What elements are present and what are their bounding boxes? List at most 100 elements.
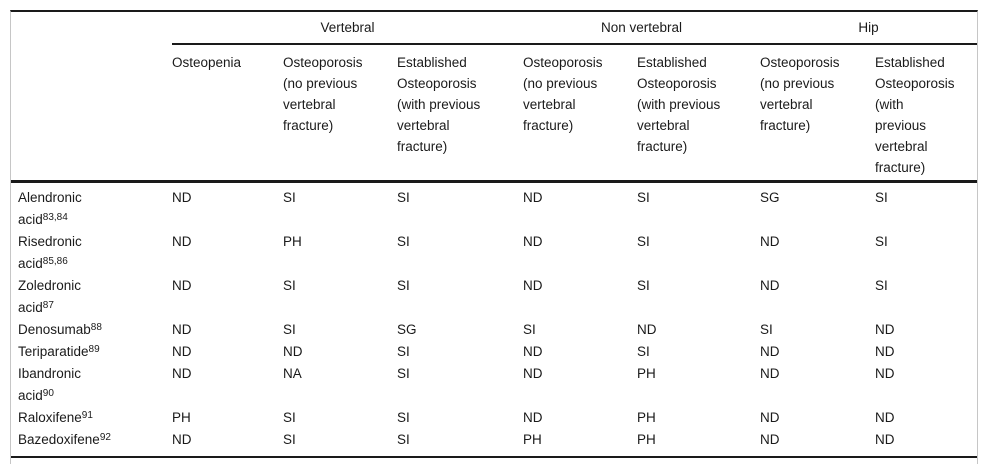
- reference-superscript: 87: [42, 299, 54, 311]
- drug-name-cell: Risedronic acid85,86: [11, 231, 172, 275]
- drug-name-cell: Ibandronic acid90: [11, 363, 172, 407]
- table-body: Alendronic acid83,84 ND SI SI ND SI SG SI Risedr…: [11, 181, 977, 457]
- drug-name-cell: Denosumab88: [11, 319, 172, 341]
- value-cell: SI: [637, 233, 650, 249]
- reference-superscript: 90: [42, 387, 54, 399]
- value-cell: ND: [760, 277, 780, 293]
- reference-superscript: 83,84: [42, 211, 68, 223]
- value-cell: NA: [283, 365, 302, 381]
- column-group-header: Vertebral: [172, 12, 523, 45]
- table-row: Bazedoxifene92 ND SI SI PH PH ND ND: [11, 429, 977, 457]
- treatment-efficacy-table: Vertebral Non vertebral Hip Osteopenia Oste…: [11, 12, 978, 458]
- value-cell: ND: [283, 343, 303, 359]
- value-cell: ND: [875, 365, 895, 381]
- value-cell: SI: [283, 431, 296, 447]
- drug-name: Raloxifene: [18, 409, 82, 425]
- drug-name-cell: Zoledronic acid87: [11, 275, 172, 319]
- value-cell: ND: [523, 277, 543, 293]
- reference-superscript: 89: [88, 343, 100, 355]
- value-cell: SI: [397, 365, 410, 381]
- value-cell: SI: [397, 409, 410, 425]
- value-cell: SI: [637, 277, 650, 293]
- value-cell: SI: [397, 277, 410, 293]
- value-cell: ND: [523, 189, 543, 205]
- drug-name-cell: Bazedoxifene92: [11, 429, 172, 457]
- value-cell: SI: [637, 189, 650, 205]
- value-cell: SI: [397, 233, 410, 249]
- value-cell: ND: [760, 343, 780, 359]
- drug-name: Bazedoxifene: [18, 431, 100, 447]
- value-cell: PH: [523, 431, 542, 447]
- value-cell: ND: [172, 189, 192, 205]
- value-cell: ND: [172, 277, 192, 293]
- value-cell: ND: [523, 233, 543, 249]
- group-header-row: Vertebral Non vertebral Hip: [11, 12, 978, 45]
- column-group-header: Non vertebral: [523, 12, 761, 45]
- reference-superscript: 88: [90, 321, 102, 333]
- value-cell: SI: [397, 189, 410, 205]
- value-cell: ND: [760, 409, 780, 425]
- value-cell: ND: [875, 321, 895, 337]
- column-header-stub: [11, 44, 172, 183]
- value-cell: ND: [172, 431, 192, 447]
- drug-name-cell: Teriparatide89: [11, 341, 172, 363]
- value-cell: ND: [760, 431, 780, 447]
- value-cell: SI: [637, 343, 650, 359]
- value-cell: SG: [397, 321, 417, 337]
- value-cell: SI: [397, 343, 410, 359]
- value-cell: ND: [523, 365, 543, 381]
- table-row: Alendronic acid83,84 ND SI SI ND SI SG SI: [11, 181, 977, 231]
- value-cell: ND: [875, 431, 895, 447]
- reference-superscript: 85,86: [42, 255, 68, 267]
- value-cell: SG: [760, 189, 780, 205]
- value-cell: SI: [760, 321, 773, 337]
- column-header: Osteopenia: [172, 44, 283, 183]
- value-cell: ND: [875, 409, 895, 425]
- value-cell: PH: [283, 233, 302, 249]
- group-header-stub: [11, 12, 172, 44]
- value-cell: SI: [283, 321, 296, 337]
- table-row: Raloxifene91 PH SI SI ND PH ND ND: [11, 407, 977, 429]
- drug-name: Risedronic acid: [18, 233, 82, 271]
- column-header: Established Osteoporosis (with previous …: [397, 44, 523, 183]
- value-cell: ND: [172, 233, 192, 249]
- table-row: Zoledronic acid87 ND SI SI ND SI ND SI: [11, 275, 977, 319]
- value-cell: ND: [760, 233, 780, 249]
- value-cell: ND: [523, 409, 543, 425]
- value-cell: PH: [637, 365, 656, 381]
- value-cell: ND: [172, 321, 192, 337]
- value-cell: PH: [637, 409, 656, 425]
- column-header-row: Osteopenia Osteoporosis (no previous vert…: [11, 44, 978, 183]
- value-cell: ND: [523, 343, 543, 359]
- drug-name: Denosumab: [18, 321, 91, 337]
- value-cell: ND: [172, 343, 192, 359]
- column-header: Established Osteoporosis (with previous …: [637, 44, 761, 183]
- reference-superscript: 91: [81, 409, 93, 421]
- value-cell: SI: [283, 277, 296, 293]
- reference-superscript: 92: [99, 431, 111, 443]
- value-cell: ND: [760, 365, 780, 381]
- value-cell: SI: [523, 321, 536, 337]
- value-cell: ND: [172, 365, 192, 381]
- value-cell: PH: [172, 409, 191, 425]
- column-header: Osteoporosis (no previous vertebral frac…: [283, 44, 397, 183]
- drug-name: Teriparatide: [18, 343, 89, 359]
- table-frame: Vertebral Non vertebral Hip Osteopenia Oste…: [10, 10, 978, 464]
- drug-name: Zoledronic acid: [18, 277, 82, 315]
- value-cell: ND: [637, 321, 657, 337]
- value-cell: SI: [875, 277, 888, 293]
- value-cell: PH: [637, 431, 656, 447]
- column-header: Established Osteoporosis (with previous …: [875, 44, 978, 183]
- drug-name: Ibandronic acid: [18, 365, 82, 403]
- table-row: Denosumab88 ND SI SG SI ND SI ND: [11, 319, 977, 341]
- value-cell: SI: [283, 409, 296, 425]
- drug-name: Alendronic acid: [18, 189, 82, 227]
- value-cell: ND: [875, 343, 895, 359]
- column-header: Osteoporosis (no previous vertebral frac…: [523, 44, 637, 183]
- value-cell: SI: [397, 431, 410, 447]
- drug-name-cell: Alendronic acid83,84: [11, 181, 172, 231]
- column-header: Osteoporosis (no previous vertebral frac…: [760, 44, 876, 183]
- value-cell: SI: [283, 189, 296, 205]
- table-row: Risedronic acid85,86 ND PH SI ND SI ND SI: [11, 231, 977, 275]
- table-head: Vertebral Non vertebral Hip Osteopenia Oste…: [11, 12, 978, 183]
